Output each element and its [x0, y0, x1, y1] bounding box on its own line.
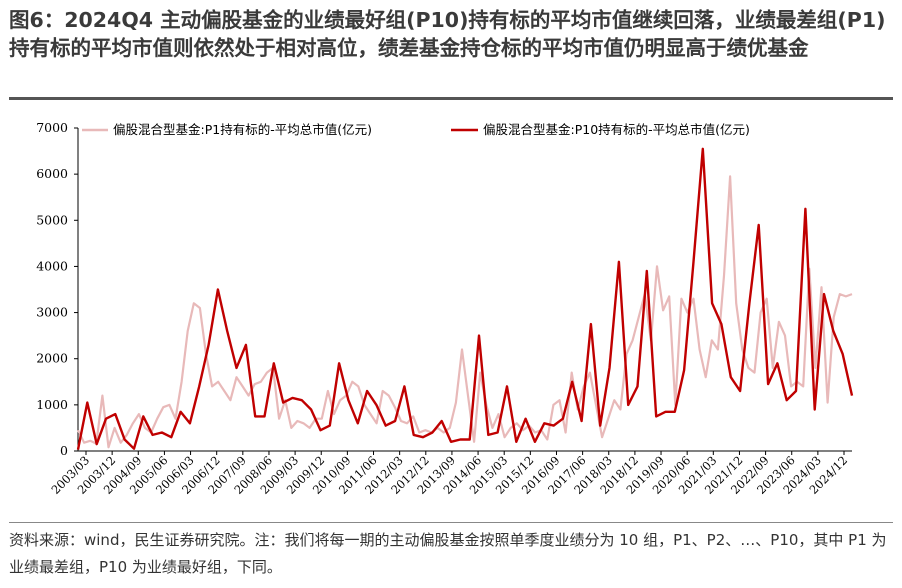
- y-tick-label: 6000: [36, 166, 68, 181]
- series-line-p1: [77, 175, 853, 449]
- y-tick-label: 0: [60, 443, 68, 458]
- y-axis: 0 1000 2000 3000 4000 5000 6000 7000: [36, 120, 79, 458]
- legend: 偏股混合型基金:P1持有标的-平均总市值(亿元) 偏股混合型基金:P10持有标的…: [82, 122, 750, 137]
- figure-title: 图6：2024Q4 主动偏股基金的业绩最好组(P10)持有标的平均市值继续回落，…: [9, 8, 886, 60]
- y-tick-label: 1000: [36, 397, 68, 412]
- y-tick-label: 7000: [36, 120, 68, 135]
- y-tick-label: 4000: [36, 258, 68, 273]
- footer-rule: [9, 522, 893, 523]
- line-chart: 0 1000 2000 3000 4000 5000 6000 7000 2003/03200…: [36, 120, 854, 497]
- y-tick-label: 5000: [36, 212, 68, 227]
- y-tick-label: 3000: [36, 305, 68, 320]
- legend-label-p10: 偏股混合型基金:P10持有标的-平均总市值(亿元): [483, 122, 750, 137]
- source-note: 资料来源：wind，民生证券研究院。注：我们将每一期的主动偏股基金按照单季度业绩…: [9, 531, 887, 576]
- legend-label-p1: 偏股混合型基金:P1持有标的-平均总市值(亿元): [113, 122, 372, 137]
- series-line-p10: [76, 147, 854, 450]
- y-tick-label: 2000: [36, 351, 68, 366]
- series-layer: [76, 147, 854, 450]
- title-rule: [9, 97, 893, 100]
- x-axis: 2003/032003/122004/092005/062006/032006/…: [48, 450, 852, 497]
